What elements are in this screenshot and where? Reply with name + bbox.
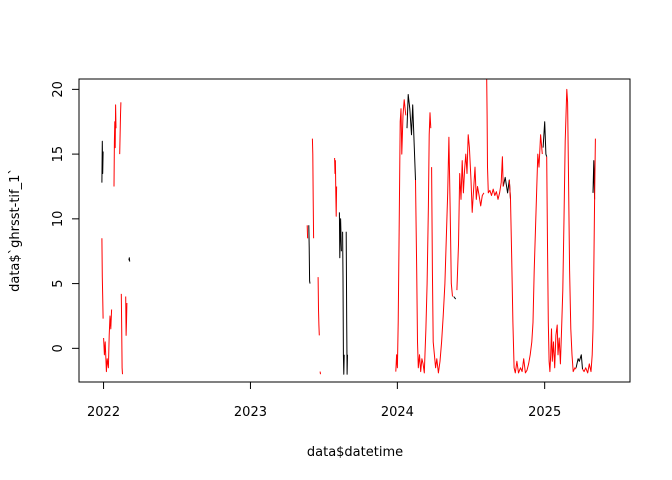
- series-line: [431, 136, 453, 374]
- series-line: [345, 231, 348, 375]
- y-tick-label: 5: [51, 279, 66, 287]
- x-tick-label: 2024: [381, 405, 414, 420]
- series-line: [342, 231, 345, 375]
- series-line: [406, 94, 416, 181]
- x-axis: 2022 2023 2024 2025: [87, 381, 561, 420]
- y-axis-title: data$`ghrsst-tif_1`: [8, 168, 23, 292]
- series-line: [582, 138, 596, 374]
- series-line: [334, 157, 338, 217]
- series-layer: [101, 78, 596, 375]
- series-line: [311, 138, 315, 239]
- series-line: [453, 296, 457, 300]
- series-line: [395, 99, 407, 372]
- series-line: [101, 140, 104, 183]
- series-line: [128, 257, 131, 262]
- x-tick-label: 2022: [87, 405, 120, 420]
- series-line: [308, 225, 311, 284]
- y-tick-label: 0: [51, 344, 66, 352]
- y-tick-label: 20: [51, 81, 66, 98]
- series-line: [317, 277, 320, 336]
- series-line: [113, 104, 117, 187]
- series-line: [338, 212, 342, 259]
- series-line: [456, 134, 485, 291]
- series-line: [486, 78, 504, 200]
- x-axis-title: data$datetime: [307, 445, 403, 460]
- series-line: [103, 309, 113, 373]
- series-line: [415, 112, 432, 374]
- series-line: [542, 121, 548, 157]
- series-line: [546, 88, 577, 373]
- series-1: [101, 78, 596, 375]
- series-line: [120, 293, 123, 375]
- series-line: [101, 238, 104, 319]
- series-line: [119, 102, 122, 155]
- x-tick-label: 2023: [234, 405, 267, 420]
- series-0: [101, 94, 596, 375]
- series-line: [125, 296, 128, 336]
- series-line: [575, 354, 583, 370]
- x-tick-label: 2025: [528, 405, 561, 420]
- y-tick-label: 15: [51, 146, 66, 163]
- y-axis: 0 5 10 15 20: [51, 81, 80, 352]
- y-tick-label: 10: [51, 211, 66, 228]
- series-line: [508, 134, 543, 374]
